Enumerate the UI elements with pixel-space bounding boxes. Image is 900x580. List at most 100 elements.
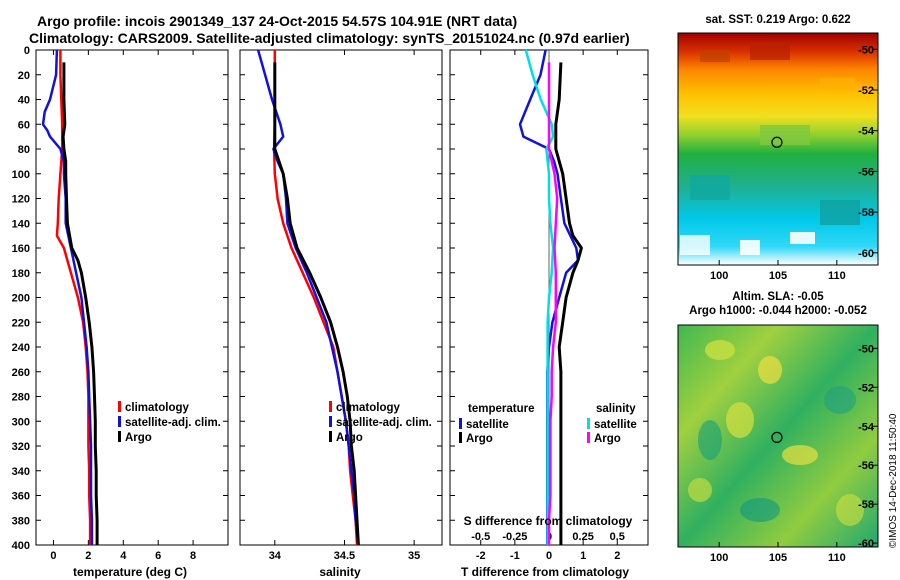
x-tick-label: 4: [120, 550, 127, 562]
depth-tick-label: 200: [12, 293, 30, 305]
depth-tick-label: 320: [12, 441, 30, 453]
legend-swatch-satellite: [329, 416, 332, 427]
lon-tick-label: 110: [828, 270, 846, 282]
lon-tick-label: 105: [769, 270, 787, 282]
legend-satellite-adj: satellite-adj. clim.: [125, 417, 221, 429]
x-tick-label: 35: [408, 550, 420, 562]
depth-tick-label: 100: [12, 169, 30, 181]
legend-swatch-t-satellite: [459, 418, 462, 429]
legend-t-satellite: satellite: [466, 419, 509, 431]
lat-tick-label: -52: [858, 85, 874, 97]
legend-swatch-climatology: [329, 401, 332, 412]
sla-map-title-2: Argo h1000: -0.044 h2000: -0.052: [689, 305, 867, 317]
x-tick-label: 1: [580, 550, 586, 562]
series-line-satellite-adj-clim-: [256, 49, 360, 546]
legend-satellite-adj: satellite-adj. clim.: [336, 417, 432, 429]
legend-climatology: climatology: [125, 402, 190, 414]
lat-tick-label: -56: [858, 166, 874, 178]
legend-swatch-s-argo: [587, 432, 590, 443]
title-line-1: Argo profile: incois 2901349_137 24-Oct-…: [37, 13, 518, 29]
sst-map-title: sat. SST: 0.219 Argo: 0.622: [705, 14, 851, 26]
difference-xlabel: T difference from climatology: [461, 565, 629, 579]
lat-tick-label: -56: [858, 460, 874, 472]
depth-tick-label: 220: [12, 317, 30, 329]
imos-credit: ©IMOS 14-Dec-2018 11:50:40: [888, 413, 899, 548]
difference-top-xlabel: S difference from climatology: [464, 514, 633, 528]
legend-argo: Argo: [336, 432, 363, 444]
depth-tick-label: 160: [12, 243, 30, 255]
depth-tick-label: 340: [12, 466, 30, 478]
legend-swatch-climatology: [118, 401, 121, 412]
x-tick-label: 0: [546, 550, 552, 562]
legend-s-satellite: satellite: [594, 419, 637, 431]
legend-swatch-argo: [118, 431, 121, 442]
legend-t-argo: Argo: [466, 433, 493, 445]
x-tick-label: 6: [155, 550, 161, 562]
temperature-xlabel: temperature (deg C): [73, 565, 187, 579]
s-tick-label: -0.5: [471, 531, 490, 543]
series-line-climatology: [272, 50, 359, 546]
depth-tick-label: 80: [18, 144, 30, 156]
lat-tick-label: -60: [858, 248, 874, 260]
x-tick-label: 34.5: [334, 550, 355, 562]
x-tick-label: 2: [614, 550, 620, 562]
sst-float-marker: [771, 136, 783, 148]
legend-swatch-t-argo: [459, 432, 462, 443]
x-tick-label: 2: [85, 550, 91, 562]
depth-tick-label: 240: [12, 342, 30, 354]
lat-tick-label: -50: [858, 343, 874, 355]
legend-swatch-argo: [329, 431, 332, 442]
x-tick-label: -2: [476, 550, 486, 562]
lon-tick-label: 110: [828, 552, 846, 564]
series-line-argo: [273, 62, 360, 546]
s-tick-label: 0.25: [572, 531, 593, 543]
depth-tick-label: 360: [12, 491, 30, 503]
legend-salinity-title: salinity: [596, 403, 636, 415]
depth-tick-label: 60: [18, 119, 30, 131]
depth-tick-label: 40: [18, 95, 30, 107]
sst-map: [677, 32, 879, 266]
lat-tick-label: -60: [858, 538, 874, 550]
depth-tick-label: 300: [12, 416, 30, 428]
depth-tick-label: 20: [18, 70, 30, 82]
s-tick-label: 0.5: [610, 531, 625, 543]
depth-tick-label: 0: [24, 45, 30, 57]
lat-tick-label: -54: [858, 126, 875, 138]
depth-tick-label: 120: [12, 194, 30, 206]
lon-tick-label: 100: [710, 552, 728, 564]
s-tick-label: -0.25: [502, 531, 527, 543]
depth-tick-label: 180: [12, 268, 30, 280]
x-tick-label: 8: [190, 550, 196, 562]
series-line-temperature-argo: [554, 62, 583, 545]
legend-temperature-title: temperature: [468, 403, 534, 415]
legend-swatch-s-satellite: [587, 418, 590, 429]
series-line-argo: [61, 62, 99, 545]
series-line-salinity-satellite: [524, 49, 555, 545]
legend-argo: Argo: [125, 432, 152, 444]
lon-tick-label: 105: [769, 552, 787, 564]
depth-tick-label: 260: [12, 367, 30, 379]
lat-tick-label: -50: [858, 44, 874, 56]
lat-tick-label: -58: [858, 499, 874, 511]
series-line-salinity-argo: [547, 62, 559, 545]
legend-s-argo: Argo: [594, 433, 621, 445]
difference-legend: temperature satellite Argo salinity sate…: [459, 403, 637, 445]
lon-tick-label: 100: [710, 270, 728, 282]
depth-tick-label: 280: [12, 392, 30, 404]
temperature-legend: climatology satellite-adj. clim. Argo: [118, 401, 221, 444]
x-tick-label: 34: [269, 550, 282, 562]
sla-float-marker: [771, 431, 783, 443]
legend-swatch-satellite: [118, 416, 121, 427]
lat-tick-label: -52: [858, 382, 874, 394]
salinity-legend: climatology satellite-adj. clim. Argo: [329, 401, 432, 444]
depth-tick-label: 400: [12, 540, 30, 552]
legend-climatology: climatology: [336, 402, 401, 414]
x-tick-label: -1: [510, 550, 520, 562]
salinity-xlabel: salinity: [319, 565, 361, 579]
depth-tick-label: 380: [12, 515, 30, 527]
sla-map: [677, 324, 879, 548]
salinity-axes: [239, 49, 443, 546]
title-line-2: Climatology: CARS2009. Satellite-adjuste…: [29, 30, 630, 46]
depth-tick-label: 140: [12, 218, 30, 230]
